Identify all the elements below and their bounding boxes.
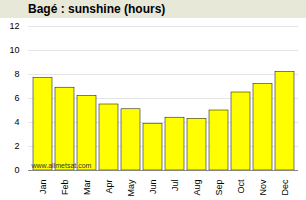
svg-text:10: 10 bbox=[9, 45, 19, 55]
svg-text:May: May bbox=[126, 179, 136, 197]
svg-text:Oct: Oct bbox=[236, 179, 246, 194]
svg-text:Feb: Feb bbox=[60, 180, 70, 196]
svg-text:6: 6 bbox=[14, 93, 19, 103]
svg-text:Sep: Sep bbox=[214, 180, 224, 196]
svg-text:2: 2 bbox=[14, 141, 19, 151]
svg-text:Jul: Jul bbox=[170, 180, 180, 192]
svg-text:Mar: Mar bbox=[82, 179, 92, 195]
html-text:Bagé : sunshine (hours): Bagé : sunshine (hours) bbox=[28, 2, 166, 16]
svg-text:4: 4 bbox=[14, 117, 19, 127]
svg-text:Apr: Apr bbox=[104, 180, 114, 194]
svg-text:Jan: Jan bbox=[38, 180, 48, 195]
svg-text:8: 8 bbox=[14, 69, 19, 79]
svg-text:Nov: Nov bbox=[258, 179, 268, 196]
svg-text:Aug: Aug bbox=[192, 180, 202, 196]
svg-text:www.allmetsat.com: www.allmetsat.com bbox=[31, 162, 92, 169]
svg-text:Jun: Jun bbox=[148, 180, 158, 195]
svg-text:Dec: Dec bbox=[280, 179, 290, 196]
svg-text:12: 12 bbox=[9, 21, 19, 31]
svg-text:0: 0 bbox=[14, 165, 19, 175]
